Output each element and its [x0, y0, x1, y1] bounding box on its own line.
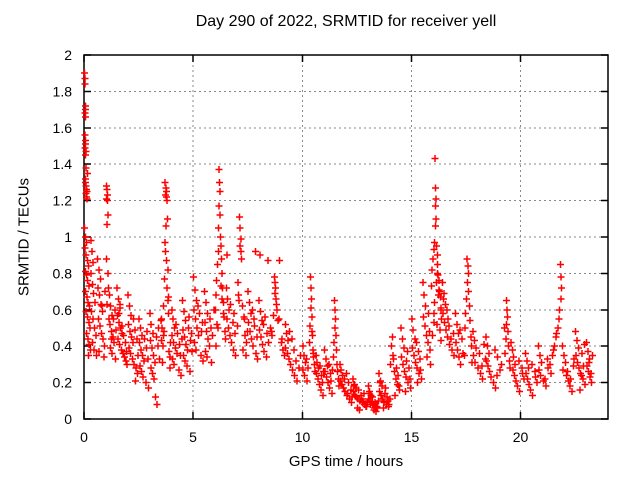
y-tick-label: 1: [64, 229, 72, 245]
y-tick-label: 0: [64, 411, 72, 427]
y-tick-labels: 0 0.2 0.4 0.6 0.8 1 1.2 1.4 1.6 1.8 2: [53, 47, 73, 427]
x-tick-label: 10: [295, 429, 311, 445]
y-tick-label: 1.4: [53, 156, 73, 172]
x-axis-label: GPS time / hours: [288, 453, 404, 470]
x-tick-label: 5: [189, 429, 197, 445]
x-tick-label: 20: [513, 429, 529, 445]
x-tick-label: 0: [80, 429, 88, 445]
y-tick-label: 1.2: [53, 193, 73, 209]
x-tick-labels: 0 5 10 15 20: [80, 429, 528, 445]
y-tick-label: 2: [64, 47, 72, 63]
y-tick-label: 1.6: [53, 120, 73, 136]
y-tick-label: 0.2: [53, 375, 73, 391]
y-axis-label: SRMTID / TECUs: [15, 177, 33, 297]
x-tick-label: 15: [404, 429, 420, 445]
chart-title: Day 290 of 2022, SRMTID for receiver yel…: [195, 13, 497, 30]
y-tick-label: 0.4: [53, 338, 73, 354]
scatter-points: [81, 69, 596, 415]
y-tick-label: 1.8: [53, 84, 73, 100]
axis-ticks: [83, 54, 608, 420]
y-tick-label: 0.6: [53, 302, 73, 318]
y-tick-label: 0.8: [53, 266, 73, 282]
